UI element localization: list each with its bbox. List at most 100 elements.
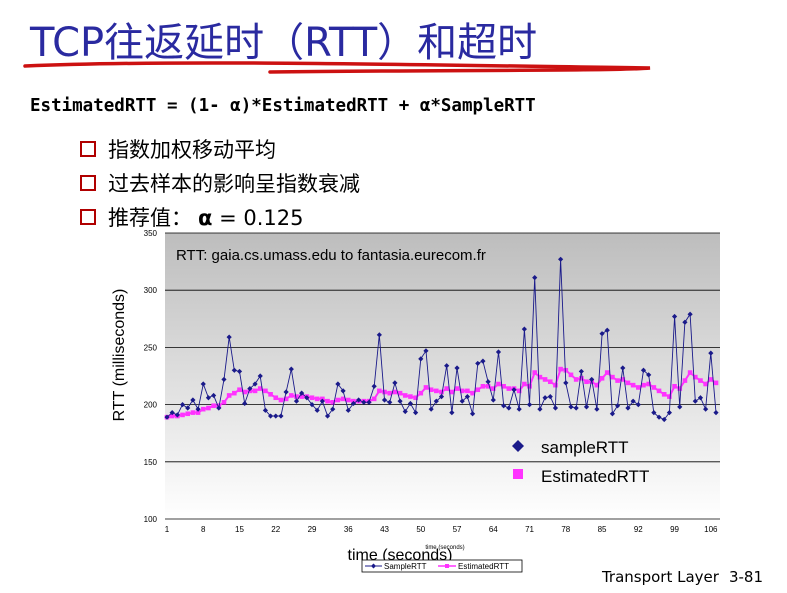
square-bullet-icon bbox=[80, 209, 96, 225]
sample-rtt-point bbox=[708, 350, 714, 356]
square-bullet-icon bbox=[80, 141, 96, 157]
estimated-rtt-point bbox=[418, 390, 424, 396]
estimated-rtt-point bbox=[563, 367, 569, 373]
estimated-rtt-point bbox=[434, 388, 439, 394]
sample-rtt-point bbox=[589, 376, 595, 383]
x-tick-label: 64 bbox=[489, 525, 498, 534]
sample-rtt-point bbox=[211, 392, 217, 399]
sample-rtt-point bbox=[350, 400, 357, 407]
x-tick-label: 15 bbox=[235, 525, 244, 534]
estimated-rtt-point bbox=[692, 374, 698, 380]
bullet-item: 指数加权移动平均 bbox=[80, 135, 360, 169]
estimated-rtt-point bbox=[620, 377, 626, 382]
estimated-rtt-point bbox=[698, 378, 703, 383]
x-tick-label: 50 bbox=[416, 525, 425, 534]
x-tick-label: 1 bbox=[165, 525, 170, 534]
sample-rtt-point bbox=[356, 397, 362, 403]
estimated-rtt-point bbox=[242, 389, 247, 395]
estimated-rtt-point bbox=[459, 388, 465, 394]
estimated-rtt-point bbox=[672, 383, 677, 389]
estimated-rtt-point bbox=[516, 388, 522, 394]
sample-rtt-point bbox=[480, 358, 486, 364]
x-tick-label: 99 bbox=[670, 525, 679, 534]
sample-rtt-point bbox=[402, 408, 408, 415]
x-tick-label: 71 bbox=[525, 525, 534, 534]
estimated-rtt-point bbox=[527, 383, 532, 389]
sample-rtt-point bbox=[594, 406, 600, 412]
sample-rtt-point bbox=[578, 368, 584, 375]
x-axis-label-small: time (seconds) bbox=[425, 545, 464, 551]
y-tick-label: 350 bbox=[144, 229, 158, 238]
estimated-rtt-point bbox=[377, 388, 382, 394]
estimated-rtt-point bbox=[584, 379, 589, 385]
sample-rtt-point bbox=[397, 398, 403, 404]
estimated-rtt-point bbox=[226, 393, 232, 398]
sample-rtt-point bbox=[604, 327, 610, 333]
y-tick-label: 300 bbox=[144, 286, 158, 295]
slide-title: TCP往返延时（RTT）和超时 bbox=[30, 20, 538, 66]
sample-rtt-point bbox=[257, 373, 263, 379]
x-tick-label: 29 bbox=[308, 525, 317, 534]
estimated-rtt-point bbox=[490, 386, 496, 391]
estimated-rtt-point bbox=[703, 381, 708, 387]
sample-rtt-point bbox=[242, 400, 248, 407]
chart-title: RTT: gaia.cs.umass.edu to fantasia.eurec… bbox=[176, 247, 486, 264]
estimated-rtt-point bbox=[237, 387, 242, 393]
estimated-rtt-point bbox=[232, 390, 237, 396]
estimated-rtt-point bbox=[568, 372, 574, 378]
y-tick-label: 150 bbox=[144, 458, 158, 467]
estimated-rtt-point bbox=[449, 389, 455, 395]
estimated-rtt-point bbox=[309, 395, 315, 401]
sample-rtt-point bbox=[521, 326, 527, 332]
y-tick-label: 200 bbox=[144, 401, 158, 410]
sample-rtt-point bbox=[387, 399, 393, 405]
bullet-list: 指数加权移动平均 过去样本的影响呈指数衰减 推荐值： α = 0.125 bbox=[80, 135, 360, 237]
estimated-rtt-point bbox=[169, 413, 175, 419]
x-tick-label: 36 bbox=[344, 525, 353, 534]
x-tick-label: 57 bbox=[453, 525, 462, 534]
x-tick-label: 85 bbox=[598, 525, 607, 534]
estimated-rtt-point bbox=[454, 386, 460, 391]
sample-rtt-point bbox=[288, 366, 294, 372]
estimated-rtt-point bbox=[185, 411, 191, 417]
estimated-rtt-point bbox=[480, 383, 486, 389]
estimated-rtt-point bbox=[387, 390, 393, 396]
estimated-rtt-point bbox=[299, 394, 304, 399]
estimated-rtt-point bbox=[522, 381, 527, 387]
bullet-item: 过去样本的影响呈指数衰减 bbox=[80, 169, 360, 203]
estimated-rtt-point bbox=[506, 386, 512, 391]
estimated-rtt-point bbox=[615, 378, 620, 383]
slide-footer: Transport Layer 3-81 bbox=[592, 568, 763, 586]
estimated-rtt-point bbox=[465, 388, 470, 394]
estimated-rtt-point bbox=[610, 374, 615, 380]
estimated-rtt-point bbox=[330, 400, 336, 405]
x-tick-label: 8 bbox=[201, 525, 206, 534]
sample-rtt-point bbox=[537, 406, 543, 412]
y-axis-label: RTT (milliseconds) bbox=[111, 289, 128, 422]
estimated-rtt-point bbox=[501, 383, 506, 389]
legend-sample-marker-icon bbox=[512, 440, 524, 452]
estimated-rtt-point bbox=[257, 386, 263, 391]
estimated-rtt-point bbox=[263, 388, 268, 394]
estimated-rtt-point bbox=[625, 380, 631, 386]
sample-rtt-point bbox=[516, 406, 522, 412]
estimated-rtt-point bbox=[423, 385, 429, 390]
sample-rtt-point bbox=[573, 405, 579, 411]
estimated-rtt-point bbox=[475, 387, 481, 393]
sample-rtt-point bbox=[583, 404, 590, 410]
estimated-rtt-point bbox=[537, 374, 543, 380]
estimated-rtt-point bbox=[667, 394, 672, 399]
sample-rtt-point bbox=[314, 407, 320, 413]
estimated-rtt-point bbox=[651, 385, 657, 390]
estimated-rtt-point bbox=[283, 396, 289, 402]
sample-rtt-point bbox=[335, 381, 341, 387]
estimated-rtt-point bbox=[713, 380, 719, 386]
small-legend-estimated-label: EstimatedRTT bbox=[458, 562, 509, 571]
bullet-item: 推荐值： α = 0.125 bbox=[80, 203, 360, 237]
sample-rtt-point bbox=[609, 411, 616, 417]
sample-rtt-point bbox=[687, 311, 693, 317]
estimated-rtt-point bbox=[314, 396, 320, 402]
sample-rtt-point bbox=[568, 404, 574, 410]
legend-sample-label: sampleRTT bbox=[541, 438, 629, 457]
estimated-rtt-point bbox=[278, 397, 284, 403]
